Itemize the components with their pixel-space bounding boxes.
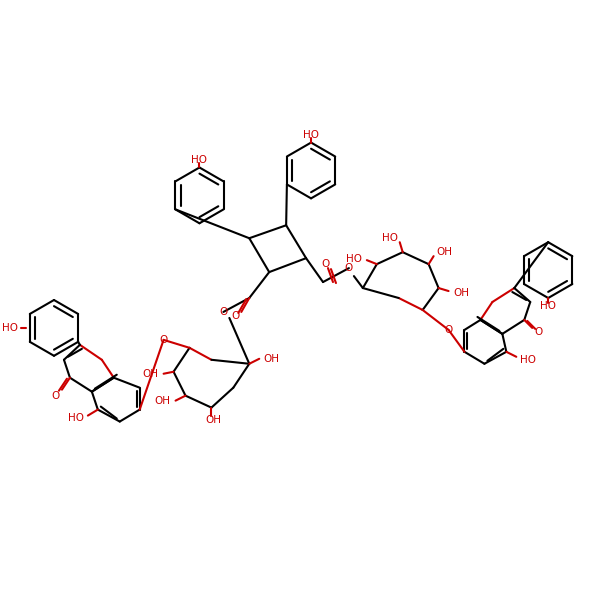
Text: HO: HO bbox=[346, 254, 362, 264]
Text: OH: OH bbox=[437, 247, 452, 257]
Text: OH: OH bbox=[454, 288, 470, 298]
Text: HO: HO bbox=[540, 301, 556, 311]
Text: OH: OH bbox=[155, 395, 170, 406]
Text: HO: HO bbox=[382, 233, 398, 243]
Text: HO: HO bbox=[303, 130, 319, 140]
Text: OH: OH bbox=[205, 415, 221, 425]
Text: O: O bbox=[160, 335, 168, 345]
Text: HO: HO bbox=[191, 155, 208, 164]
Text: HO: HO bbox=[520, 355, 536, 365]
Text: O: O bbox=[52, 391, 60, 401]
Text: HO: HO bbox=[68, 413, 84, 422]
Text: O: O bbox=[322, 259, 330, 269]
Text: OH: OH bbox=[263, 354, 279, 364]
Text: O: O bbox=[345, 263, 353, 273]
Text: O: O bbox=[534, 327, 542, 337]
Text: O: O bbox=[219, 307, 227, 317]
Text: OH: OH bbox=[143, 369, 158, 379]
Text: O: O bbox=[231, 311, 239, 321]
Text: HO: HO bbox=[2, 323, 18, 333]
Text: O: O bbox=[445, 325, 452, 335]
